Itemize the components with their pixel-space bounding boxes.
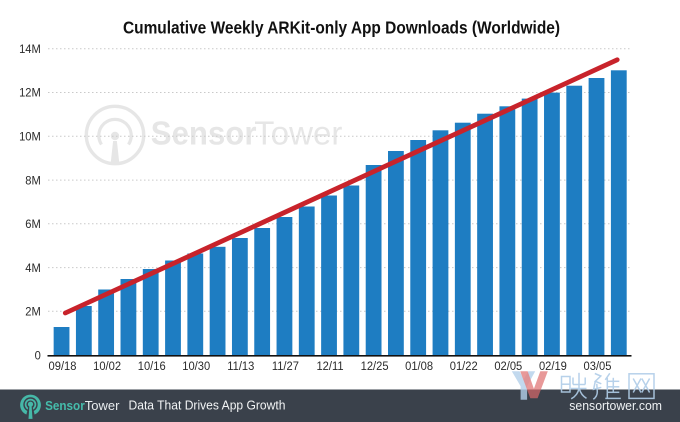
svg-text:09/18: 09/18 <box>49 361 77 373</box>
svg-text:03/05: 03/05 <box>584 361 612 373</box>
svg-text:Sensor: Sensor <box>45 398 85 413</box>
svg-text:11/13: 11/13 <box>227 361 254 373</box>
svg-text:10/16: 10/16 <box>138 361 166 373</box>
svg-text:02/05: 02/05 <box>494 361 522 373</box>
svg-text:Data That Drives App Growth: Data That Drives App Growth <box>129 398 286 412</box>
svg-text:4M: 4M <box>25 262 40 274</box>
svg-text:2M: 2M <box>25 306 40 318</box>
svg-text:12/11: 12/11 <box>316 361 343 373</box>
svg-text:8M: 8M <box>25 175 40 187</box>
svg-text:6M: 6M <box>25 219 40 231</box>
svg-text:Sensor: Sensor <box>151 115 257 152</box>
svg-text:Cumulative Weekly ARKit-only A: Cumulative Weekly ARKit-only App Downloa… <box>123 18 560 37</box>
svg-text:Tower: Tower <box>254 115 342 152</box>
svg-text:12M: 12M <box>19 87 41 99</box>
svg-text:10M: 10M <box>19 131 41 143</box>
svg-text:01/08: 01/08 <box>405 361 433 373</box>
svg-text:11/27: 11/27 <box>272 361 299 373</box>
svg-text:10/02: 10/02 <box>93 361 121 373</box>
svg-text:10/30: 10/30 <box>182 361 210 373</box>
svg-text:14M: 14M <box>19 44 41 56</box>
svg-text:12/25: 12/25 <box>361 361 389 373</box>
svg-text:01/22: 01/22 <box>450 361 478 373</box>
svg-text:sensortower.com: sensortower.com <box>569 397 662 413</box>
svg-text:0: 0 <box>35 350 41 362</box>
svg-text:02/19: 02/19 <box>539 361 567 373</box>
svg-text:Tower: Tower <box>85 398 120 413</box>
